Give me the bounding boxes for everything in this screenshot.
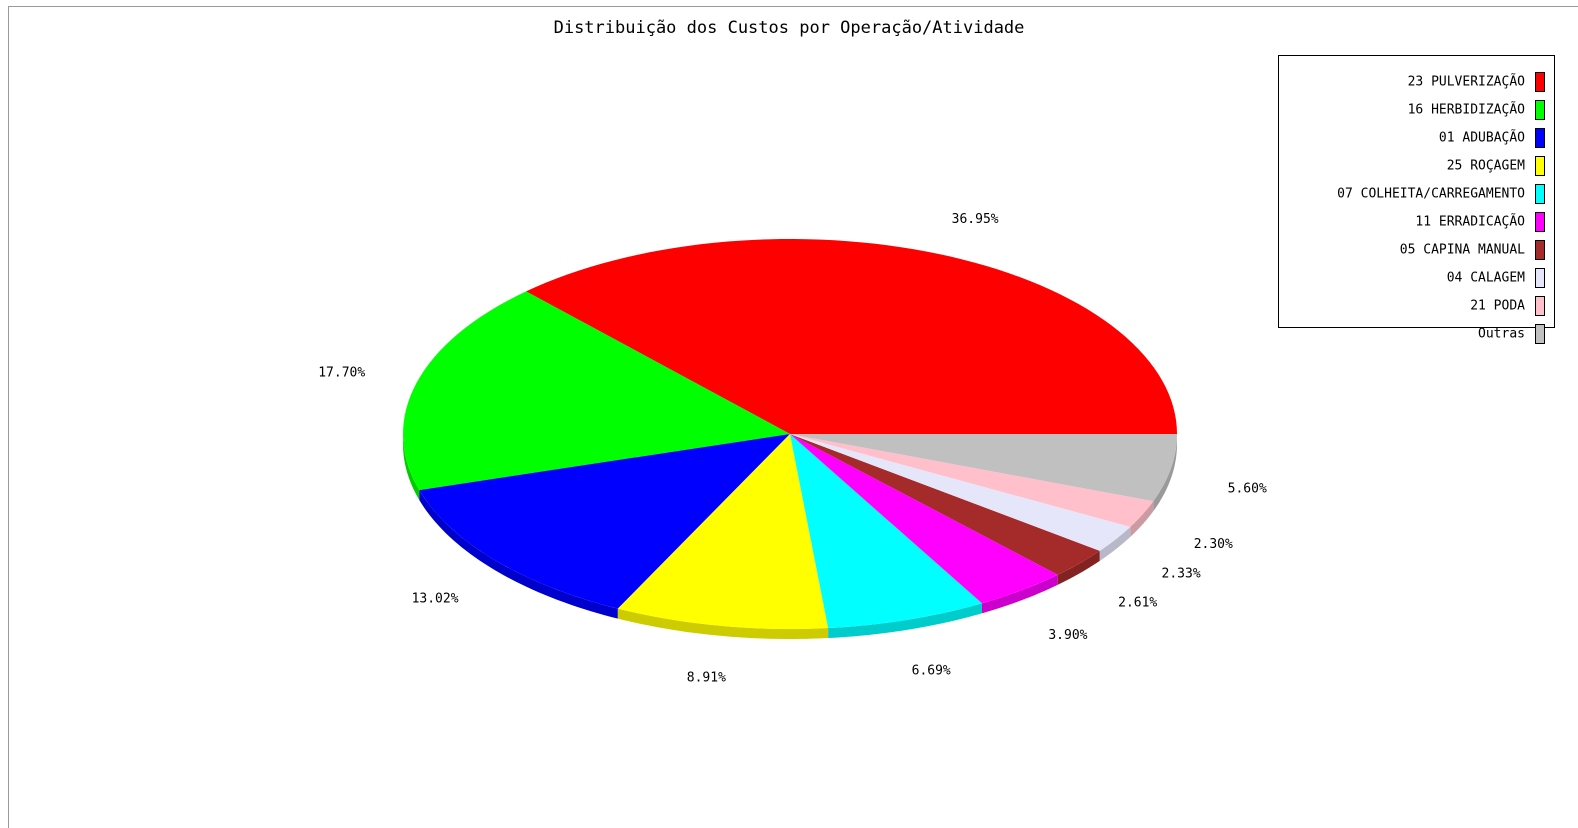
pie-side bbox=[1130, 501, 1154, 537]
data-label: 6.69% bbox=[912, 663, 951, 678]
data-label: 3.90% bbox=[1048, 628, 1087, 643]
legend-label: 11 ERRADICAÇÃO bbox=[1415, 214, 1525, 230]
legend-swatch bbox=[1535, 72, 1545, 92]
data-label: 17.70% bbox=[318, 365, 365, 380]
data-label: 2.33% bbox=[1162, 567, 1201, 582]
pie-side bbox=[828, 603, 982, 639]
legend-swatch bbox=[1535, 324, 1545, 344]
pie-side bbox=[981, 574, 1058, 614]
legend-swatch bbox=[1535, 184, 1545, 204]
legend-swatch bbox=[1535, 212, 1545, 232]
pie-slice bbox=[419, 434, 790, 609]
legend-label: 21 PODA bbox=[1470, 299, 1525, 314]
data-label: 8.91% bbox=[687, 671, 726, 686]
legend-swatch bbox=[1535, 156, 1545, 176]
chart-title: Distribuição dos Custos por Operação/Ati… bbox=[554, 18, 1025, 38]
pie-slice bbox=[790, 434, 1177, 502]
legend-swatch bbox=[1535, 100, 1545, 120]
legend-label: 04 CALAGEM bbox=[1447, 271, 1525, 286]
legend-label: 05 CAPINA MANUAL bbox=[1400, 243, 1525, 258]
pie-side bbox=[617, 608, 829, 639]
legend-swatch bbox=[1535, 128, 1545, 148]
pie-side bbox=[403, 434, 420, 501]
data-label: 2.30% bbox=[1194, 537, 1233, 552]
pie-slice bbox=[403, 291, 790, 491]
legend-swatch bbox=[1535, 296, 1545, 316]
legend-box bbox=[1278, 55, 1555, 328]
pie-slice bbox=[526, 239, 1177, 434]
pie-side bbox=[419, 490, 618, 619]
pie-slice bbox=[790, 434, 1058, 604]
pie-slice bbox=[790, 434, 1100, 575]
pie-slice bbox=[790, 434, 982, 629]
legend-swatch bbox=[1535, 240, 1545, 260]
legend-label: 16 HERBIDIZAÇÃO bbox=[1408, 102, 1526, 118]
data-label: 2.61% bbox=[1118, 596, 1157, 611]
legend-label: 25 ROÇAGEM bbox=[1447, 159, 1525, 174]
pie-side bbox=[1099, 526, 1131, 561]
pie-side bbox=[1057, 550, 1100, 585]
legend-label: 23 PULVERIZAÇÃO bbox=[1408, 74, 1526, 90]
pie-slice bbox=[790, 434, 1131, 551]
legend-label: 07 COLHEITA/CARREGAMENTO bbox=[1337, 187, 1525, 202]
legend-label: 01 ADUBAÇÃO bbox=[1439, 130, 1525, 146]
pie-side bbox=[1153, 434, 1177, 512]
pie-slice bbox=[617, 434, 829, 629]
pie-slice bbox=[790, 434, 1154, 527]
data-label: 13.02% bbox=[412, 591, 459, 606]
legend-label: Outras bbox=[1478, 327, 1525, 342]
data-label: 5.60% bbox=[1228, 481, 1267, 496]
legend-swatch bbox=[1535, 268, 1545, 288]
data-label: 36.95% bbox=[952, 212, 999, 227]
